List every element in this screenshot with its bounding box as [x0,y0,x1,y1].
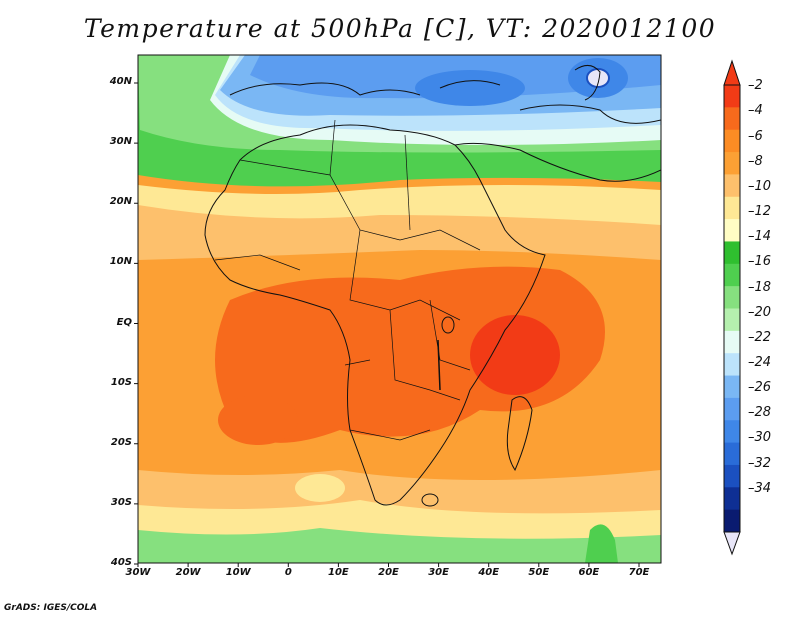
colorbar-min-arrow [723,531,741,556]
colorbar-label: –14 [748,229,772,245]
lat-label: 10N [109,256,132,268]
colorbar-label: –32 [748,455,772,471]
border-west [214,254,301,271]
colorbar-swatch [724,219,740,242]
colorbar-label: –10 [748,178,772,194]
border-lakes [429,299,471,371]
colorbar-label: –26 [748,380,772,396]
lon-label: 40E [478,567,500,578]
mediterranean-north-coast [229,82,421,96]
colorbar-label: –34 [748,480,772,496]
border-angola [344,359,371,366]
colorbar-label: –12 [748,204,772,220]
lat-label: 40N [109,76,132,87]
colorbar-swatch [724,487,740,511]
colorbar-swatch [724,152,740,175]
colorbar-swatch [724,308,740,332]
colorbar-label: –28 [748,405,772,421]
colorbar-label: –18 [748,279,772,295]
lat-label: 10S [110,376,132,388]
lake-tanganyika [437,339,441,391]
lat-label: 20S [110,436,132,448]
field-warm-east [470,315,560,395]
colorbar-swatch [724,196,740,220]
colorbar-swatch [724,286,740,309]
lon-label: 20W [175,567,201,578]
lon-label: 20E [378,567,399,578]
border-algeria-libya [329,119,336,176]
colorbar-label: –30 [748,430,772,446]
africa-outline [204,124,546,506]
lon-label: 30W [125,567,151,578]
field-warm-core [215,266,605,443]
lon-label: 30E [428,567,449,578]
border-libya-egypt [404,134,411,231]
colorbar-label: –6 [748,128,763,144]
caspian-outline [574,65,601,101]
lat-label: EQ [116,316,132,328]
colorbar-swatch [724,420,740,444]
field-kalahari-yellow [295,474,345,502]
field-south-green [138,528,661,563]
border-south [349,429,431,441]
coastlines [204,65,661,506]
lat-label: 20N [109,196,132,208]
map-frame [137,54,662,564]
credit-text: GrADS: IGES/COLA [4,603,98,613]
lake-victoria [441,316,455,334]
country-borders [214,119,481,441]
lon-label: 10W [225,567,251,578]
colorbar-label: –22 [748,329,772,345]
colorbar-swatch [724,442,740,466]
field-south-green-blob [585,524,618,563]
arabia-coast [454,142,661,182]
colorbar-swatch [724,241,740,265]
lon-label: 60E [578,567,600,578]
colorbar-label: –16 [748,254,772,270]
lon-label: 70E [628,567,650,578]
field-warm-southwest [218,395,298,445]
map-title: Temperature at 500hPa [C], VT: 202001210… [83,14,717,43]
border-drc [389,309,461,401]
lon-label: 0 [284,567,292,578]
colorbar-swatch [724,263,740,287]
lat-label: 30S [110,496,132,508]
lon-label: 10E [328,567,349,578]
colorbar-swatch [724,129,740,153]
lesotho-outline [421,493,439,507]
colorbar-label: –24 [748,354,772,370]
colorbar-label: –2 [748,78,763,94]
black-sea-outline [439,80,501,89]
colorbar-swatch [724,85,740,108]
field-cold-min [586,68,610,88]
colorbar-swatch [724,330,740,354]
lat-label: 40S [110,557,132,568]
colorbar-swatch [724,509,740,533]
colorbar-label: –8 [748,153,763,169]
colorbar-label: –4 [748,103,763,119]
colorbar-swatch [724,464,740,488]
colorbar-outline [723,84,741,533]
colorbar-swatch [724,353,740,377]
colorbar-swatch [724,397,740,421]
colorbar-swatch [724,174,740,198]
colorbar-label: –20 [748,304,772,320]
axis-ticks [134,82,640,567]
lon-label: 50E [528,567,550,578]
iran-coast [519,104,661,124]
field-light-orange-band [138,205,661,260]
colorbar-swatch [724,375,740,399]
border-sahel [239,159,481,251]
field-cold-core-east [415,70,525,106]
colorbar-swatch [724,107,740,131]
madagascar-outline [506,396,533,472]
lat-label: 30N [109,136,132,148]
colorbar [723,59,741,556]
lakes [421,316,455,507]
colorbar-max-arrow [723,59,741,86]
field-layer [138,55,661,563]
